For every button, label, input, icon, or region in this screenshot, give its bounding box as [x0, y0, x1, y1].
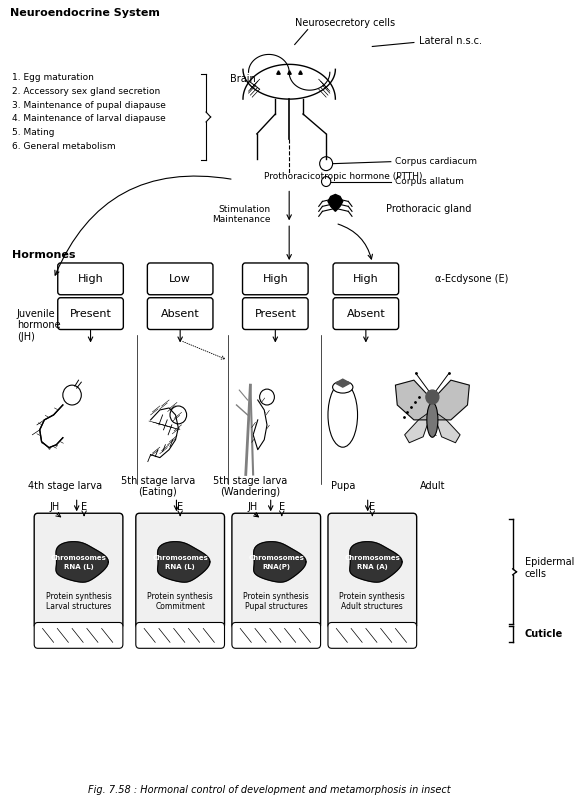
Text: 4. Maintenance of larval diapause: 4. Maintenance of larval diapause — [12, 115, 166, 123]
Text: Prothoracic gland: Prothoracic gland — [386, 204, 471, 215]
Text: Chromosomes: Chromosomes — [50, 555, 107, 561]
Text: Absent: Absent — [161, 308, 200, 319]
Text: 1. Egg maturation: 1. Egg maturation — [12, 73, 94, 82]
Polygon shape — [40, 405, 63, 448]
FancyBboxPatch shape — [232, 622, 321, 648]
Text: 5th stage larva
(Wandering): 5th stage larva (Wandering) — [213, 475, 288, 497]
Text: Epidermal
cells: Epidermal cells — [525, 557, 574, 579]
Text: Protein synthesis: Protein synthesis — [339, 592, 405, 601]
Text: E: E — [81, 502, 87, 512]
Text: Protein synthesis: Protein synthesis — [147, 592, 213, 601]
Text: RNA (L): RNA (L) — [165, 564, 195, 570]
Polygon shape — [243, 69, 335, 99]
Ellipse shape — [332, 381, 353, 393]
Text: JH: JH — [247, 502, 257, 512]
Text: Prothoracicotropic hormone (PTTH): Prothoracicotropic hormone (PTTH) — [263, 172, 422, 181]
Text: Juvenile
hormone
(JH): Juvenile hormone (JH) — [17, 308, 60, 342]
Text: E: E — [278, 502, 285, 512]
FancyBboxPatch shape — [148, 298, 213, 329]
Text: Chromosomes: Chromosomes — [248, 555, 304, 561]
Text: Chromosomes: Chromosomes — [345, 555, 400, 561]
Text: High: High — [78, 274, 104, 284]
Polygon shape — [151, 408, 178, 458]
Text: Neuroendocrine System: Neuroendocrine System — [10, 8, 160, 18]
Text: E: E — [369, 502, 375, 512]
FancyBboxPatch shape — [58, 263, 123, 295]
Polygon shape — [395, 380, 433, 420]
Text: Adult: Adult — [420, 482, 445, 491]
Text: Low: Low — [169, 274, 191, 284]
Text: RNA (L): RNA (L) — [64, 564, 93, 570]
Text: Brain: Brain — [230, 74, 256, 84]
Polygon shape — [433, 410, 460, 443]
Text: Present: Present — [69, 308, 112, 319]
Text: High: High — [353, 274, 379, 284]
Polygon shape — [328, 194, 343, 211]
Polygon shape — [289, 73, 330, 90]
Text: 6. General metabolism: 6. General metabolism — [12, 142, 116, 151]
Text: 3. Maintenance of pupal diapause: 3. Maintenance of pupal diapause — [12, 101, 166, 110]
Text: Pupa: Pupa — [331, 482, 355, 491]
Text: Corpus allatum: Corpus allatum — [395, 177, 464, 186]
FancyBboxPatch shape — [243, 298, 308, 329]
Text: 5th stage larva
(Eating): 5th stage larva (Eating) — [121, 475, 195, 497]
FancyBboxPatch shape — [136, 622, 225, 648]
Text: Fig. 7.58 : Hormonal control of development and metamorphosis in insect: Fig. 7.58 : Hormonal control of developm… — [89, 785, 451, 796]
Polygon shape — [350, 541, 402, 582]
Polygon shape — [248, 54, 289, 73]
FancyBboxPatch shape — [148, 263, 213, 295]
Text: Neurosecretory cells: Neurosecretory cells — [295, 18, 395, 27]
Text: 4th stage larva: 4th stage larva — [28, 482, 102, 491]
Text: Adult structures: Adult structures — [342, 602, 403, 611]
Text: Protein synthesis: Protein synthesis — [46, 592, 111, 601]
FancyBboxPatch shape — [136, 513, 225, 629]
Text: Lateral n.s.c.: Lateral n.s.c. — [419, 36, 482, 45]
Text: RNA(P): RNA(P) — [262, 564, 290, 570]
FancyBboxPatch shape — [232, 513, 321, 629]
Text: Absent: Absent — [346, 308, 385, 319]
Text: 2. Accessory sex gland secretion: 2. Accessory sex gland secretion — [12, 86, 160, 96]
FancyBboxPatch shape — [243, 263, 308, 295]
Text: Corpus cardiacum: Corpus cardiacum — [395, 157, 478, 166]
Text: Protein synthesis: Protein synthesis — [243, 592, 309, 601]
FancyBboxPatch shape — [328, 513, 417, 629]
Circle shape — [426, 390, 439, 404]
FancyBboxPatch shape — [333, 263, 399, 295]
Text: Larval structures: Larval structures — [46, 602, 111, 611]
FancyBboxPatch shape — [328, 622, 417, 648]
FancyBboxPatch shape — [58, 298, 123, 329]
Text: Pupal structures: Pupal structures — [245, 602, 307, 611]
Text: Maintenance: Maintenance — [212, 215, 271, 224]
Text: 5. Mating: 5. Mating — [12, 128, 54, 137]
Text: E: E — [177, 502, 183, 512]
FancyBboxPatch shape — [333, 298, 399, 329]
Text: Stimulation: Stimulation — [219, 205, 271, 214]
Polygon shape — [243, 65, 335, 99]
Text: High: High — [262, 274, 288, 284]
Polygon shape — [433, 380, 470, 420]
Polygon shape — [56, 541, 108, 582]
Polygon shape — [253, 400, 267, 449]
Text: Chromosomes: Chromosomes — [152, 555, 208, 561]
FancyBboxPatch shape — [34, 622, 123, 648]
Polygon shape — [254, 541, 306, 582]
Text: Commitment: Commitment — [155, 602, 205, 611]
Text: JH: JH — [49, 502, 60, 512]
Ellipse shape — [328, 383, 358, 447]
Text: RNA (A): RNA (A) — [357, 564, 388, 570]
Polygon shape — [335, 379, 350, 387]
Text: Cuticle: Cuticle — [525, 629, 563, 639]
FancyBboxPatch shape — [34, 513, 123, 629]
Text: α-Ecdysone (E): α-Ecdysone (E) — [435, 274, 508, 284]
Polygon shape — [157, 541, 210, 582]
Text: Present: Present — [254, 308, 296, 319]
Text: Hormones: Hormones — [12, 250, 75, 260]
Ellipse shape — [427, 403, 438, 437]
Polygon shape — [405, 410, 433, 443]
